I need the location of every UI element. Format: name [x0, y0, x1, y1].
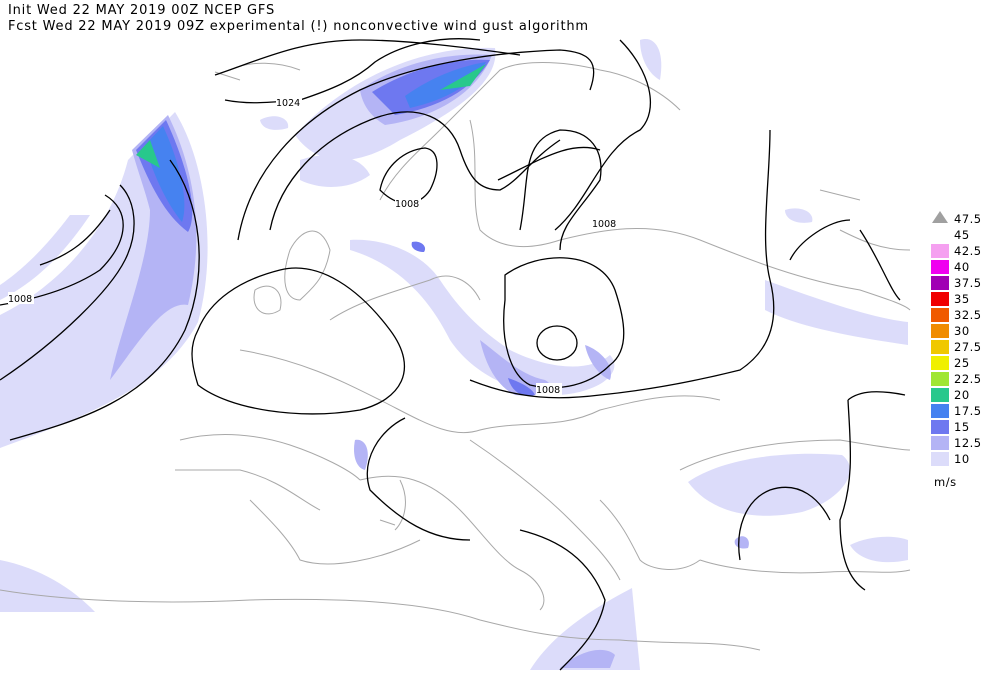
isobar-label: 1008 — [592, 219, 616, 230]
legend-swatch — [931, 340, 949, 354]
isobar-labels: 1024 1008 1008 1008 1008 — [8, 96, 618, 396]
legend-label: 10 — [954, 452, 970, 466]
legend-label: 27.5 — [954, 340, 982, 354]
legend-label: 20 — [954, 388, 970, 402]
legend-label: 45 — [954, 228, 970, 242]
legend-label: 42.5 — [954, 244, 982, 258]
legend-swatch — [931, 292, 949, 306]
isobar-label: 1024 — [276, 98, 300, 109]
isobar-label: 1008 — [395, 199, 419, 210]
legend-swatch — [931, 228, 949, 242]
legend-label: 17.5 — [954, 404, 982, 418]
legend-swatch — [931, 420, 949, 434]
legend-label: 47.5 — [954, 212, 982, 226]
legend-label: 30 — [954, 324, 970, 338]
legend-swatch — [931, 404, 949, 418]
legend-swatch — [931, 356, 949, 370]
legend-swatch — [931, 308, 949, 322]
legend-label: 37.5 — [954, 276, 982, 290]
wind-gust-shading — [0, 39, 908, 670]
legend-swatch — [931, 372, 949, 386]
legend-swatch — [931, 276, 949, 290]
header-forecast: Fcst Wed 22 MAY 2019 09Z experimental (!… — [8, 19, 589, 34]
legend-triangle — [932, 211, 948, 223]
legend-label: 25 — [954, 356, 970, 370]
legend-unit: m/s — [934, 475, 957, 489]
coastlines — [0, 62, 911, 651]
isobars — [0, 38, 906, 671]
legend-swatch — [931, 388, 949, 402]
legend-label: 35 — [954, 292, 970, 306]
legend-swatch — [931, 260, 949, 274]
legend-label: 12.5 — [954, 436, 982, 450]
legend-swatch — [931, 436, 949, 450]
isobar-label: 1008 — [536, 385, 560, 396]
isobar-label: 1008 — [8, 294, 32, 305]
legend-label: 15 — [954, 420, 970, 434]
header-init: Init Wed 22 MAY 2019 00Z NCEP GFS — [8, 3, 275, 18]
legend: 47.5 45 42.5 40 37.5 35 32.5 30 27.5 25 22.5 20 17.5… — [931, 211, 982, 466]
legend-label: 22.5 — [954, 372, 982, 386]
legend-label: 40 — [954, 260, 970, 274]
legend-swatch — [931, 324, 949, 338]
legend-swatch — [931, 452, 949, 466]
legend-label: 32.5 — [954, 308, 982, 322]
legend-swatch — [931, 244, 949, 258]
